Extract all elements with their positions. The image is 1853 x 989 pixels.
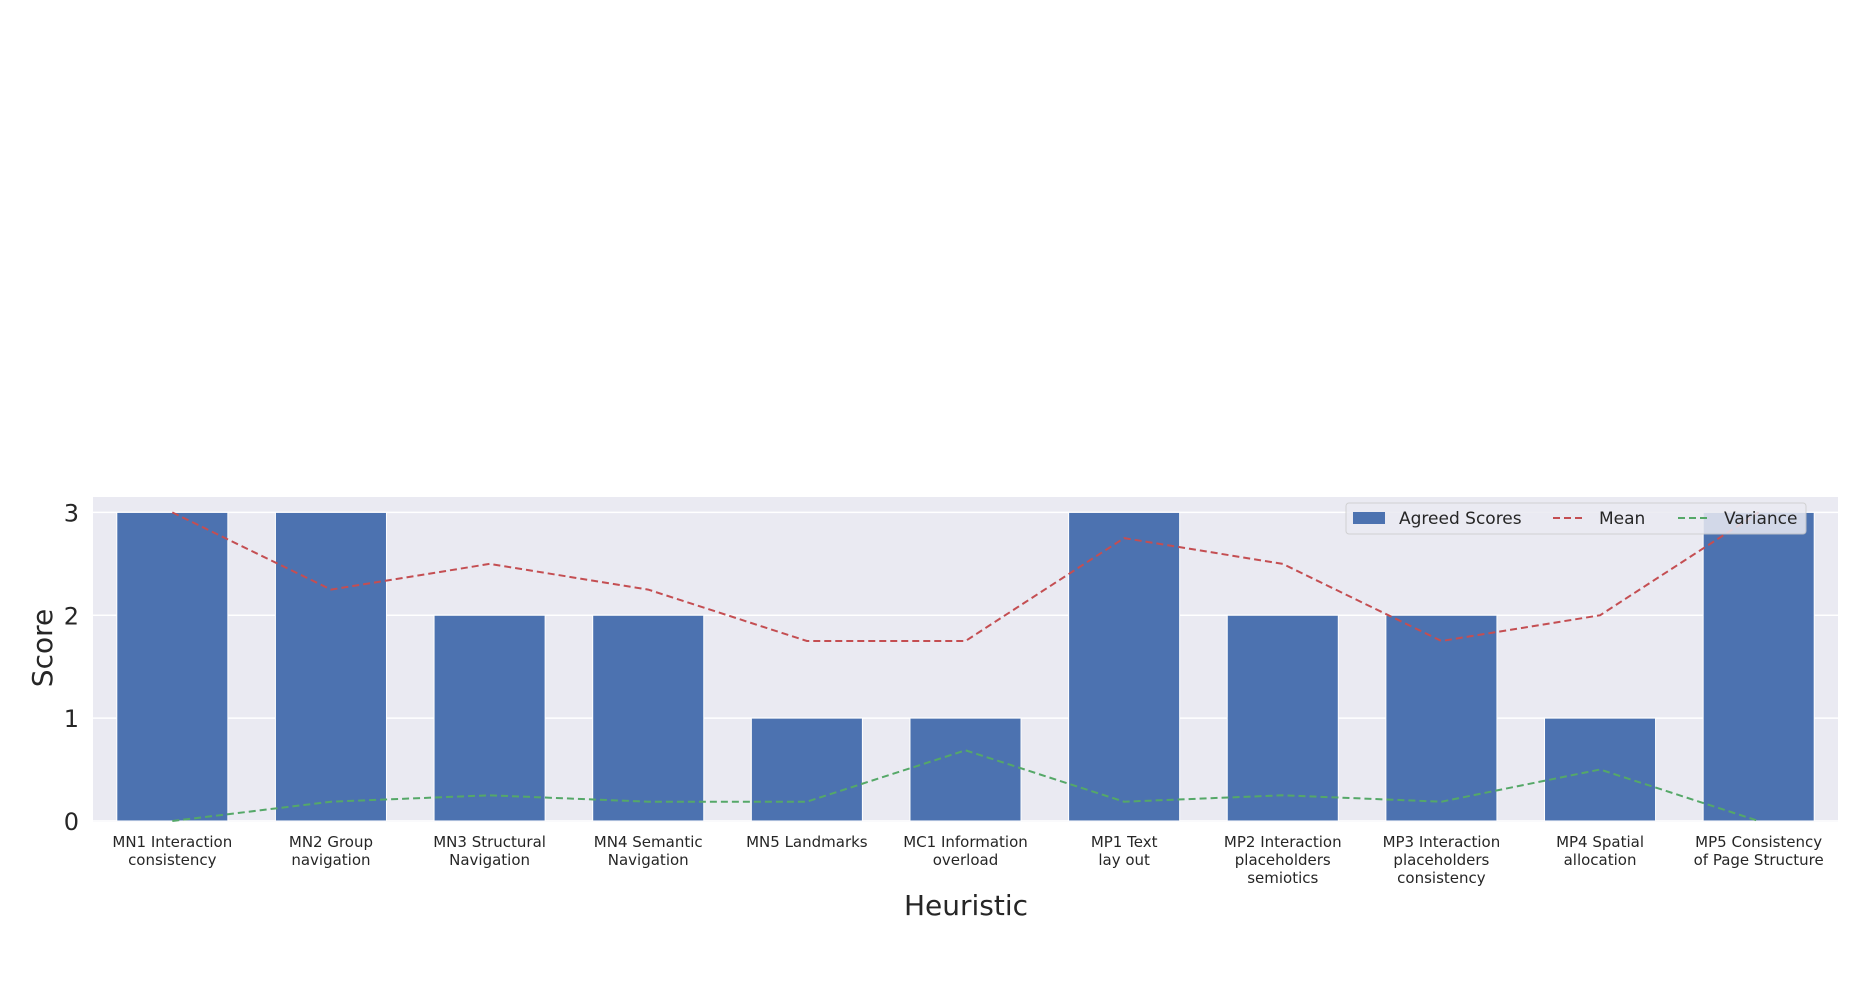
- x-tick-label: MN4 Semantic Navigation: [594, 833, 703, 869]
- bar: [909, 717, 1022, 822]
- bar: [1068, 511, 1181, 822]
- bar: [1544, 717, 1657, 822]
- x-tick-label: MC1 Information overload: [903, 833, 1028, 869]
- bar: [592, 614, 705, 822]
- y-tick-label: 2: [64, 602, 79, 630]
- x-tick-label: MN5 Landmarks: [746, 833, 868, 851]
- x-axis-ticks: MN1 Interaction consistency MN2 Group navig…: [112, 833, 1823, 887]
- y-tick-label: 0: [64, 808, 79, 836]
- bars: [116, 511, 1815, 822]
- x-tick-label: MP1 Text lay out: [1091, 833, 1158, 869]
- x-tick-label: MP4 Spatial allocation: [1556, 833, 1644, 869]
- bar: [1226, 614, 1339, 822]
- legend-label: Variance: [1724, 509, 1797, 529]
- legend-swatch: [1353, 512, 1385, 524]
- series-line-variance: [172, 749, 1760, 822]
- bar: [1702, 511, 1815, 822]
- x-tick-label: MN2 Group navigation: [289, 833, 373, 869]
- legend: Agreed Scores Mean Variance: [1345, 502, 1807, 535]
- y-axis-label: Score: [26, 609, 59, 687]
- lines: [171, 511, 1760, 822]
- bar: [750, 717, 863, 822]
- series-line-mean: [171, 511, 1760, 643]
- bar: [274, 511, 387, 822]
- x-axis-label: Heuristic: [904, 889, 1028, 922]
- x-tick-label: MN3 Structural Navigation: [433, 833, 546, 869]
- bar: [433, 614, 546, 822]
- y-tick-label: 3: [64, 499, 79, 527]
- bar: [116, 511, 229, 822]
- y-tick-label: 1: [64, 705, 79, 733]
- bar: [1385, 614, 1498, 822]
- x-tick-label: MP3 Interaction placeholders consistency: [1383, 833, 1501, 887]
- legend-label: Agreed Scores: [1399, 509, 1522, 529]
- x-tick-label: MP5 Consistency of Page Structure: [1694, 833, 1824, 869]
- x-tick-label: MP2 Interaction placeholders semiotics: [1224, 833, 1342, 887]
- y-axis-ticks: 0 1 2 3: [64, 499, 79, 836]
- x-tick-label: MN1 Interaction consistency: [112, 833, 232, 869]
- legend-label: Mean: [1599, 509, 1645, 529]
